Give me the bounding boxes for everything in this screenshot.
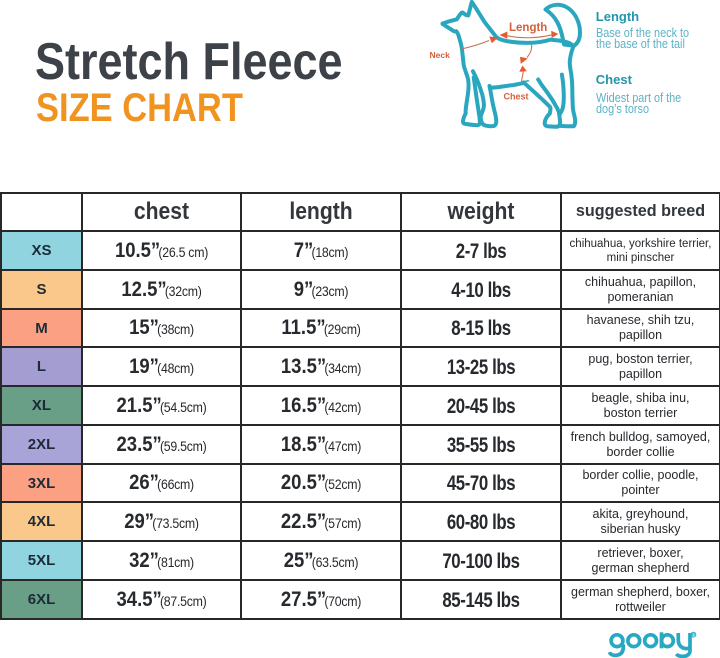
svg-text:Neck: Neck (430, 50, 451, 60)
svg-text:Chest: Chest (504, 92, 529, 102)
svg-text:Length: Length (509, 22, 547, 34)
